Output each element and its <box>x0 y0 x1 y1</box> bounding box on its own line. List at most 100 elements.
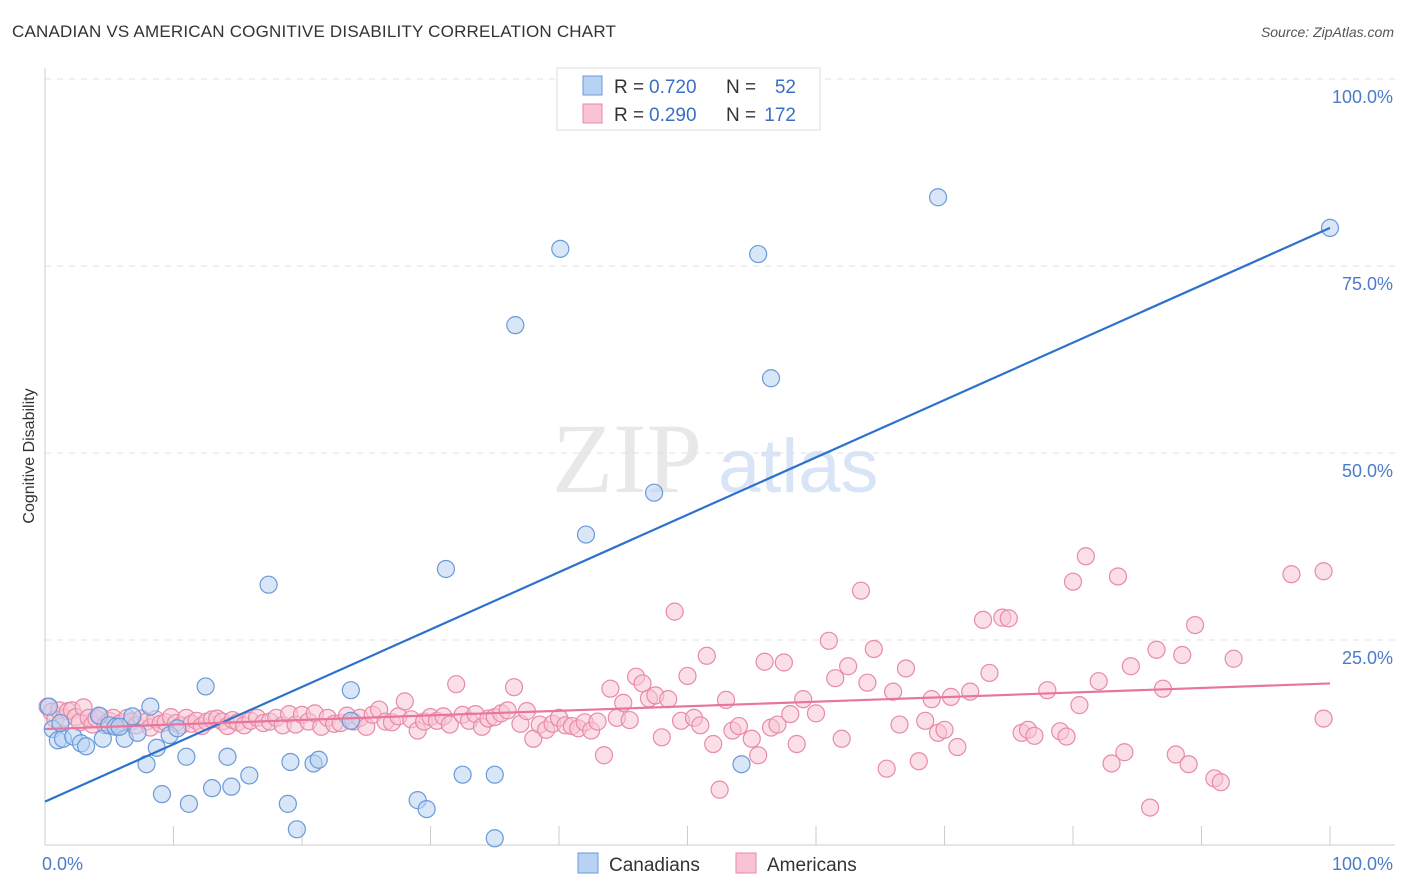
legend: R = 0.720 N = 52 R = 0.290 N = 172 <box>556 67 821 131</box>
americans-point <box>594 746 614 765</box>
americans-point <box>652 728 671 747</box>
americans-point <box>742 729 761 748</box>
legend-swatch-americans <box>582 103 603 124</box>
watermark-zip: ZIP <box>552 403 702 514</box>
americans-point <box>1102 754 1121 773</box>
legend-swatch-canadians <box>582 75 603 96</box>
americans-point <box>935 720 954 739</box>
americans-points <box>38 547 1333 817</box>
canadians-point <box>141 697 160 716</box>
canadians-point <box>928 188 948 207</box>
canadians-point <box>551 239 570 258</box>
americans-point <box>826 669 845 688</box>
americans-point <box>704 734 723 754</box>
canadians-point <box>281 752 300 772</box>
canadians-point <box>309 750 328 769</box>
americans-point <box>877 759 896 778</box>
canadians-point <box>196 677 215 696</box>
canadians-point <box>202 779 222 798</box>
americans-point <box>588 712 607 731</box>
canadians-point <box>761 369 781 388</box>
americans-point <box>909 752 928 771</box>
americans-point <box>948 737 967 757</box>
y-tick-label-75: 75.0% <box>1342 274 1393 294</box>
americans-point <box>1211 773 1230 792</box>
americans-point <box>601 679 620 698</box>
americans-point <box>1147 640 1166 659</box>
legend-r-label-americans: R = <box>614 105 644 126</box>
americans-point <box>973 610 993 629</box>
americans-point <box>883 682 903 701</box>
y-axis-label: Cognitive Disability <box>21 388 38 523</box>
y-tick-label-50: 50.0% <box>1342 461 1393 481</box>
canadians-point <box>341 681 360 700</box>
americans-point <box>1314 709 1333 728</box>
legend-n-label-canadians: N = <box>726 77 756 98</box>
legend-n-value-canadians: 52 <box>775 77 796 98</box>
canadians-point <box>485 765 504 784</box>
americans-point <box>504 678 524 697</box>
americans-point <box>1282 565 1301 584</box>
y-tick-labels: 100.0% 75.0% 50.0% 25.0% <box>1332 87 1393 668</box>
americans-point <box>781 704 800 724</box>
canadians-point <box>39 697 58 716</box>
canadians-point <box>77 737 96 756</box>
grid-lines <box>45 78 1395 641</box>
americans-point <box>678 666 697 686</box>
americans-point <box>839 657 858 676</box>
americans-point <box>633 674 652 693</box>
americans-point <box>916 711 935 730</box>
americans-point <box>961 682 980 701</box>
americans-point <box>794 690 813 709</box>
americans-point <box>614 693 633 712</box>
legend-r-value-canadians: 0.720 <box>649 77 697 98</box>
canadians-point <box>485 829 504 848</box>
americans-point <box>1166 745 1185 764</box>
canadians-points <box>39 188 1340 848</box>
americans-point <box>1089 672 1108 691</box>
americans-point <box>896 659 916 678</box>
canadians-point <box>128 723 147 742</box>
americans-point <box>1070 696 1089 715</box>
americans-point <box>710 780 729 799</box>
americans-point <box>1108 567 1128 586</box>
americans-point <box>832 729 851 748</box>
legend-n-label-americans: N = <box>726 105 756 126</box>
americans-point <box>729 716 749 736</box>
canadians-point <box>177 747 196 766</box>
americans-point <box>774 653 793 672</box>
canadians-point <box>644 483 664 502</box>
canadians-point <box>218 747 237 766</box>
americans-point <box>447 675 466 694</box>
americans-point <box>851 581 871 600</box>
canadians-point <box>123 707 142 726</box>
americans-point <box>1224 649 1243 668</box>
americans-point <box>1057 727 1076 746</box>
legend-r-value-americans: 0.290 <box>649 105 697 126</box>
americans-point <box>1185 615 1205 635</box>
legend-r-label-canadians: R = <box>614 77 644 98</box>
americans-point <box>1173 645 1192 665</box>
y-tick-label-25: 25.0% <box>1342 648 1393 668</box>
canadians-point <box>576 525 596 544</box>
americans-point <box>1179 755 1198 774</box>
canadians-point <box>506 316 525 335</box>
canadians-point <box>168 719 187 738</box>
americans-point <box>697 646 716 665</box>
americans-point <box>1140 798 1160 817</box>
x-tick-marks <box>173 826 1331 845</box>
americans-point <box>890 715 909 734</box>
americans-point <box>980 663 999 683</box>
bottom-legend-americans: Americans <box>767 855 857 876</box>
bottom-legend-swatch-canadians <box>577 852 599 874</box>
americans-point <box>858 673 877 692</box>
canadians-point <box>436 559 456 579</box>
americans-point <box>768 715 787 734</box>
y-tick-label-100: 100.0% <box>1332 87 1393 107</box>
americans-point <box>659 690 678 709</box>
americans-point <box>1314 562 1333 581</box>
americans-point <box>755 652 774 671</box>
americans-point <box>1025 726 1044 745</box>
canadians-point <box>278 794 297 813</box>
